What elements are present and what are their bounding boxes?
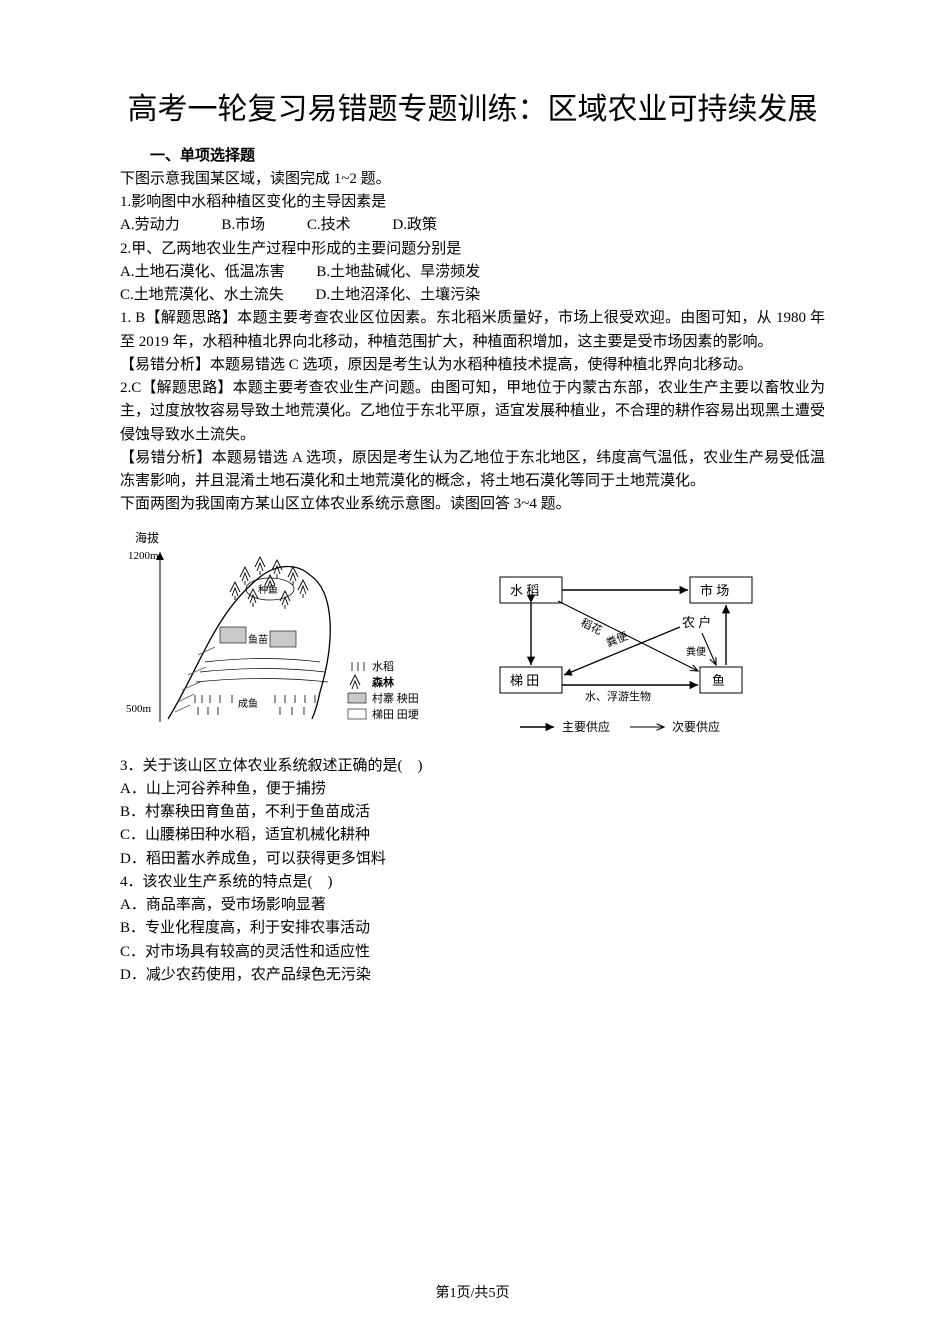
q1-opt-a: A.劳动力 — [120, 214, 180, 237]
page-footer: 第1页/共5页 — [0, 1283, 945, 1305]
q3-stem: 3．关于该山区立体农业系统叙述正确的是( ) — [120, 755, 825, 778]
error-analysis-1: 【易错分析】本题易错选 C 选项，原因是考生认为水稻种植技术提高，使得种植北界向… — [120, 354, 825, 377]
q2-opt-a: A.土地石漠化、低温冻害 — [120, 261, 285, 284]
page-title: 高考一轮复习易错题专题训练：区域农业可持续发展 — [120, 90, 825, 131]
q2-options-row2: C.土地荒漠化、水土流失 D.土地沼泽化、土壤污染 — [120, 284, 825, 307]
footer-prefix: 第 — [436, 1286, 450, 1301]
node-fish: 鱼 — [712, 673, 725, 688]
answer-1: 1. B【解题思路】本题主要考查农业区位因素。东北稻米质量好，市场上很受欢迎。由… — [120, 307, 825, 354]
q2-opt-d: D.土地沼泽化、土壤污染 — [316, 284, 481, 307]
error-analysis-2: 【易错分析】本题易错选 A 选项，原因是考生认为乙地位于东北地区，纬度高气温低，… — [120, 447, 825, 494]
node-farmer: 农 户 — [682, 615, 711, 630]
altitude-top: 1200m — [128, 550, 159, 562]
q2-options-row1: A.土地石漠化、低温冻害 B.土地盐碱化、旱涝频发 — [120, 261, 825, 284]
q1-opt-d: D.政策 — [392, 214, 437, 237]
figure-row: 海拔 1200m 500m — [120, 527, 825, 747]
node-market: 市 场 — [700, 583, 729, 598]
edge-manure1: 粪便 — [604, 628, 630, 649]
q4-opt-a: A．商品率高，受市场影响显著 — [120, 894, 825, 917]
answer-2: 2.C【解题思路】本题主要考查农业生产问题。由图可知，甲地位于内蒙古东部，农业生… — [120, 377, 825, 447]
q1-options: A.劳动力 B.市场 C.技术 D.政策 — [120, 214, 825, 237]
intro-1: 下图示意我国某区域，读图完成 1~2 题。 — [120, 168, 825, 191]
altitude-label: 海拔 — [135, 530, 159, 545]
legend-village: 村寨 秧田 — [372, 691, 419, 705]
adultfish-label: 成鱼 — [238, 697, 258, 710]
footer-mid: 页/共 — [457, 1286, 489, 1301]
q1-stem: 1.影响图中水稻种植区变化的主导因素是 — [120, 191, 825, 214]
edge-plankton: 水、浮游生物 — [585, 689, 651, 703]
fry-label: 鱼苗 — [248, 633, 268, 646]
q1-opt-b: B.市场 — [221, 214, 265, 237]
q2-opt-c: C.土地荒漠化、水土流失 — [120, 284, 284, 307]
q1-opt-c: C.技术 — [307, 214, 351, 237]
footer-page: 1 — [450, 1286, 457, 1301]
node-terrace: 梯 田 — [510, 673, 539, 688]
q4-stem: 4．该农业生产系统的特点是( ) — [120, 871, 825, 894]
seedfish-label: 种鱼 — [258, 583, 278, 596]
footer-suffix: 页 — [495, 1286, 509, 1301]
legend-rice: 水稻 — [372, 660, 394, 673]
q4-opt-d: D．减少农药使用，农产品绿色无污染 — [120, 964, 825, 987]
legend-main: 主要供应 — [562, 719, 610, 734]
altitude-bottom: 500m — [126, 703, 152, 715]
figure-left-mountain: 海拔 1200m 500m — [120, 527, 450, 747]
legend-forest: 森林 — [372, 675, 394, 689]
node-rice: 水 稻 — [510, 583, 539, 598]
figure-left-legend: 水稻 森林 村寨 秧田 梯田 田埂 — [348, 660, 419, 721]
intro-2: 下面两图为我国南方某山区立体农业系统示意图。读图回答 3~4 题。 — [120, 493, 825, 516]
edge-riceflower: 稻花 — [579, 616, 604, 637]
q4-opt-b: B．专业化程度高，利于安排农事活动 — [120, 917, 825, 940]
q3-opt-a: A．山上河谷养种鱼，便于捕捞 — [120, 778, 825, 801]
q3-opt-d: D．稻田蓄水养成鱼，可以获得更多饵料 — [120, 848, 825, 871]
edge-manure2: 粪便 — [686, 645, 706, 658]
q4-opt-c: C．对市场具有较高的灵活性和适应性 — [120, 941, 825, 964]
legend-terrace: 梯田 田埂 — [372, 708, 419, 721]
section-heading: 一、单项选择题 — [120, 145, 825, 168]
q3-opt-b: B．村寨秧田育鱼苗，不利于鱼苗成活 — [120, 801, 825, 824]
trees-icon — [230, 557, 308, 609]
q3-opt-c: C．山腰梯田种水稻，适宜机械化耕种 — [120, 824, 825, 847]
q2-opt-b: B.土地盐碱化、旱涝频发 — [316, 261, 480, 284]
q2-stem: 2.甲、乙两地农业生产过程中形成的主要问题分别是 — [120, 238, 825, 261]
figure-right-flow: 水 稻 市 场 农 户 梯 田 鱼 稻花 粪便 粪便 水、浮游生物 — [490, 567, 770, 747]
legend-minor: 次要供应 — [672, 719, 720, 734]
